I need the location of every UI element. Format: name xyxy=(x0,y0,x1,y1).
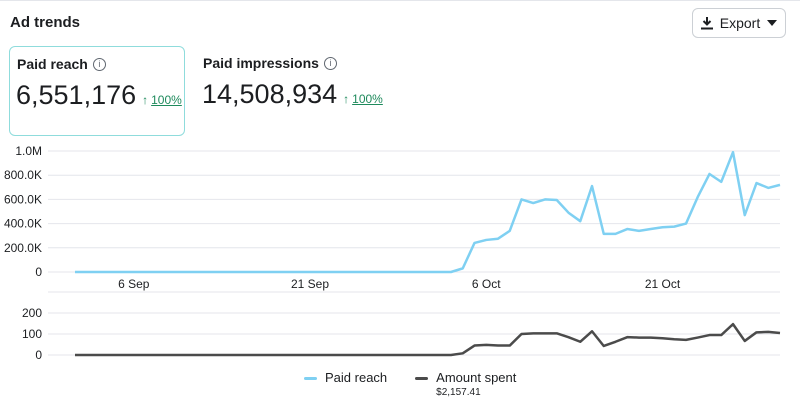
y-tick-label: 1.0M xyxy=(15,144,42,158)
metric-card-paid-reach[interactable]: Paid reach i 6,551,176 ↑ 100% xyxy=(9,46,185,136)
series-line-paid-reach xyxy=(75,150,781,274)
metric-card-paid-impressions[interactable]: Paid impressions i 14,508,934 ↑ 100% xyxy=(196,46,416,136)
y-tick-label: 600.0K xyxy=(4,192,42,206)
y-tick-label: 0 xyxy=(35,265,42,279)
page-title: Ad trends xyxy=(10,14,81,31)
series-line-amount-spent xyxy=(75,322,781,357)
export-button[interactable]: Export xyxy=(692,8,786,38)
legend-total: $2,157.41 xyxy=(436,387,481,398)
chart-legend: Paid reach Amount spent $2,157.41 xyxy=(304,370,516,398)
metric-delta: ↑ 100% xyxy=(142,93,182,107)
info-icon[interactable]: i xyxy=(92,57,106,71)
y-tick-label: 0 xyxy=(35,348,42,362)
legend-label: Paid reach xyxy=(325,370,388,385)
delta-percent[interactable]: 100% xyxy=(352,92,383,106)
y-tick-label: 800.0K xyxy=(4,168,42,182)
metric-delta: ↑ 100% xyxy=(343,92,383,106)
y-tick-label: 200.0K xyxy=(4,241,42,255)
metric-value: 14,508,934 xyxy=(202,79,338,109)
metric-label: Paid impressions xyxy=(203,55,319,71)
legend-item-paid-reach[interactable]: Paid reach xyxy=(304,370,387,398)
metric-label: Paid reach xyxy=(17,56,88,72)
top-divider xyxy=(0,0,800,1)
y-tick-label: 200 xyxy=(22,306,42,320)
legend-swatch xyxy=(415,377,429,380)
y-tick-label: 400.0K xyxy=(4,217,42,231)
y-tick-label: 100 xyxy=(22,327,42,341)
delta-percent[interactable]: 100% xyxy=(151,93,182,107)
caret-down-icon xyxy=(767,20,778,26)
arrow-up-icon: ↑ xyxy=(343,92,350,106)
arrow-up-icon: ↑ xyxy=(142,93,149,107)
metric-value: 6,551,176 xyxy=(16,80,137,110)
legend-swatch xyxy=(304,377,317,380)
x-tick-label: 21 Oct xyxy=(645,277,681,291)
legend-item-amount-spent[interactable]: Amount spent $2,157.41 xyxy=(415,370,516,398)
x-tick-label: 6 Sep xyxy=(118,277,150,291)
export-label: Export xyxy=(719,15,761,31)
x-tick-label: 6 Oct xyxy=(472,277,501,291)
legend-label: Amount spent xyxy=(436,370,517,385)
x-tick-label: 21 Sep xyxy=(291,277,329,291)
info-icon[interactable]: i xyxy=(323,56,337,70)
download-icon xyxy=(700,16,713,29)
